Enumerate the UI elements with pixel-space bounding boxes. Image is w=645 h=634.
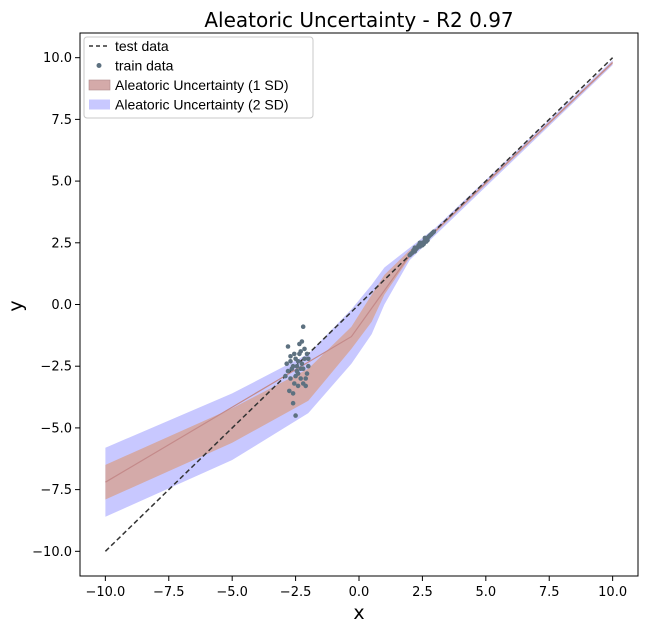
train-data-point — [425, 238, 430, 243]
train-data-point — [287, 388, 292, 394]
uncertainty-bands — [105, 60, 613, 517]
train-data-point — [298, 376, 304, 381]
x-axis-label: x — [353, 602, 364, 624]
legend-swatch-band — [88, 79, 111, 91]
train-data-point — [285, 368, 291, 374]
legend-swatch-band — [89, 99, 110, 110]
train-data-point — [295, 383, 301, 389]
test-data-line — [104, 57, 614, 552]
train-data-point — [299, 361, 305, 367]
train-data-point — [420, 243, 425, 248]
train-data-point — [304, 351, 310, 357]
x-tick-label: −10.0 — [85, 585, 125, 600]
y-tick-label: 0.0 — [51, 298, 72, 313]
band-2sd — [105, 60, 613, 517]
y-tick-label: −10.0 — [32, 545, 72, 560]
y-tick-label: 7.5 — [51, 113, 72, 128]
y-tick-label: 5.0 — [51, 175, 72, 190]
train-data-point — [306, 356, 311, 362]
train-data-point — [299, 339, 305, 344]
x-tick-label: 5.0 — [475, 585, 496, 600]
legend-swatch-train-data — [96, 63, 102, 68]
train-data-point — [304, 371, 310, 376]
y-tick-label: 2.5 — [51, 236, 72, 251]
train-data-point — [293, 413, 298, 418]
train-data-point — [298, 366, 304, 372]
train-data-point — [297, 351, 302, 357]
chart-title: Aleatoric Uncertainty - R2 0.97 — [204, 8, 513, 32]
train-data-point — [295, 371, 301, 376]
train-data-point — [288, 354, 293, 359]
x-tick-label: 2.5 — [412, 585, 433, 600]
train-data-point — [285, 344, 291, 349]
train-data-point — [288, 376, 293, 381]
train-data-point — [300, 324, 306, 330]
y-axis-ticks: −10.0 −7.5 −5.0 −2.5 0.0 2.5 5.0 7.5 10.0 — [32, 51, 80, 560]
train-data-point — [293, 356, 298, 362]
train-data-point — [290, 391, 296, 396]
train-data-point — [306, 363, 311, 369]
train-data-point — [289, 366, 295, 372]
train-data-point — [294, 363, 300, 369]
train-data-point — [412, 245, 418, 250]
train-data-points — [283, 229, 437, 418]
train-data-point — [292, 381, 297, 386]
legend-label: test data — [115, 38, 169, 54]
y-tick-label: −7.5 — [40, 483, 72, 498]
legend: test data train data Aleatoric Uncertainty… — [83, 36, 314, 119]
x-tick-label: 0.0 — [349, 585, 370, 600]
x-axis-ticks: −10.0 −7.5 −5.0 −2.5 0.0 2.5 5.0 7.5 10.0 — [85, 576, 627, 600]
train-data-point — [302, 346, 307, 352]
legend-label: Aleatoric Uncertainty (2 SD) — [115, 97, 289, 113]
y-tick-label: −5.0 — [40, 421, 72, 436]
train-data-point — [283, 373, 288, 379]
legend-box — [83, 36, 314, 119]
train-data-point — [300, 381, 306, 386]
x-tick-label: −7.5 — [153, 585, 185, 600]
legend-label: Aleatoric Uncertainty (1 SD) — [115, 77, 289, 93]
train-data-point — [292, 351, 297, 357]
train-data-point — [288, 359, 293, 364]
x-tick-label: 7.5 — [539, 585, 560, 600]
train-data-point — [284, 361, 290, 367]
band-1sd — [105, 61, 613, 500]
train-data-point — [408, 251, 414, 257]
legend-label: train data — [115, 58, 174, 74]
train-data-point — [431, 229, 437, 234]
train-data-point — [302, 356, 307, 362]
x-tick-label: −5.0 — [216, 585, 248, 600]
x-tick-label: −2.5 — [280, 585, 312, 600]
chart-lines — [104, 57, 614, 552]
train-data-point — [303, 376, 309, 381]
mean-prediction-line — [105, 62, 614, 483]
y-axis-label: y — [5, 300, 27, 311]
train-data-point — [290, 400, 296, 406]
y-tick-label: −2.5 — [40, 360, 72, 375]
y-tick-label: 10.0 — [43, 51, 72, 66]
x-tick-label: 10.0 — [598, 585, 627, 600]
